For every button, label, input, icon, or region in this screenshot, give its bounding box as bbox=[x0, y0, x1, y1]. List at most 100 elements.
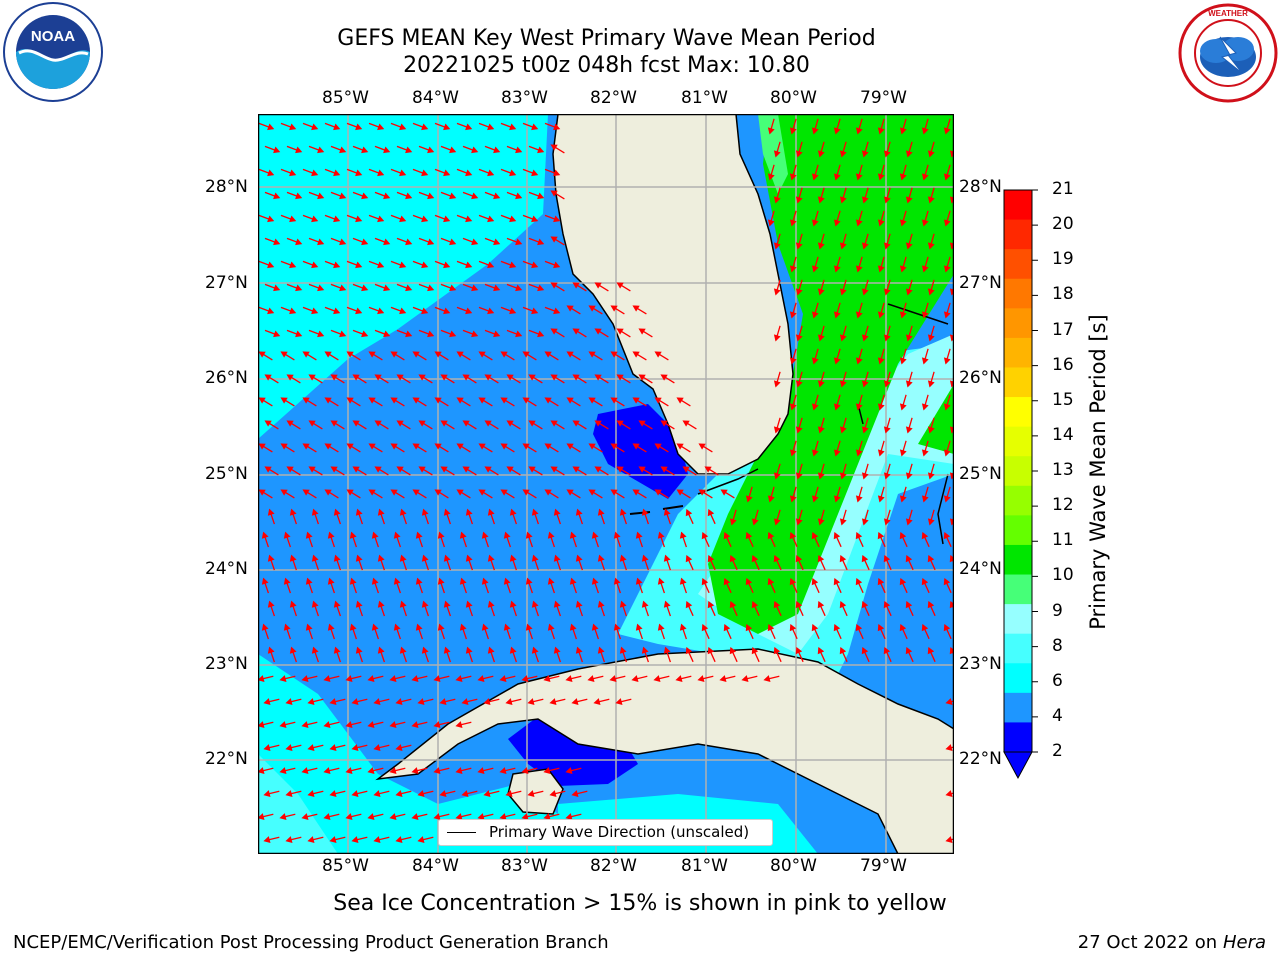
wave-arrow-head bbox=[789, 577, 797, 586]
wave-arrow-head bbox=[307, 790, 315, 798]
wave-arrow-head bbox=[905, 472, 913, 480]
wave-arrow-head bbox=[324, 443, 332, 450]
wave-arrow-head bbox=[374, 374, 382, 381]
wave-arrow-head bbox=[861, 518, 869, 526]
wave-arrow-head bbox=[811, 265, 819, 273]
wave-arrow-head bbox=[883, 600, 891, 609]
wave-arrow-head bbox=[833, 173, 841, 181]
wave-arrow-head bbox=[817, 518, 825, 526]
wave-arrow-head bbox=[899, 577, 907, 586]
wave-arrow-head bbox=[616, 282, 624, 289]
wave-arrow-head bbox=[676, 489, 684, 496]
wave-arrow-head bbox=[789, 127, 797, 135]
wave-arrow-head bbox=[707, 646, 715, 655]
wave-arrow-head bbox=[289, 261, 297, 269]
lat-label-right: 23°N bbox=[959, 654, 1002, 674]
wave-arrow-head bbox=[345, 767, 353, 775]
wave-arrow-head bbox=[311, 123, 319, 131]
wave-arrow-head bbox=[660, 466, 668, 473]
colorbar-swatch bbox=[1004, 456, 1032, 487]
wave-arrow-head bbox=[899, 403, 907, 411]
wave-arrow-head bbox=[367, 721, 375, 729]
wave-arrow-head bbox=[685, 508, 693, 517]
wave-arrow-head bbox=[594, 466, 602, 473]
colorbar-swatch bbox=[1004, 633, 1032, 664]
colorbar-tick-label: 16 bbox=[1052, 354, 1074, 375]
wave-arrow-head bbox=[883, 334, 891, 342]
wave-arrow-head bbox=[443, 600, 451, 608]
wave-arrow-head bbox=[899, 127, 907, 135]
wave-arrow-head bbox=[531, 123, 539, 131]
wave-arrow-head bbox=[811, 495, 819, 503]
wave-arrow-head bbox=[883, 426, 891, 434]
wave-arrow-head bbox=[547, 577, 555, 585]
wave-arrow-head bbox=[368, 489, 376, 496]
wave-arrow-head bbox=[632, 397, 640, 404]
wave-arrow-head bbox=[751, 518, 759, 526]
wave-arrow-head bbox=[279, 767, 287, 775]
wave-arrow-head bbox=[390, 489, 398, 496]
wave-arrow-head bbox=[905, 554, 913, 563]
lon-label-bottom: 84°W bbox=[412, 856, 459, 876]
wave-arrow-head bbox=[707, 554, 715, 563]
credit-host: Hera bbox=[1222, 932, 1266, 953]
period-field-10-11-bahamas bbox=[918, 384, 954, 454]
wave-arrow-head bbox=[285, 836, 293, 844]
wave-arrow-head bbox=[654, 443, 662, 450]
wave-arrow-head bbox=[588, 305, 596, 312]
wave-arrow-head bbox=[308, 466, 316, 473]
wave-arrow-head bbox=[263, 744, 271, 752]
wave-arrow-head bbox=[663, 508, 671, 516]
wave-arrow-head bbox=[566, 489, 574, 496]
wave-arrow-head bbox=[861, 426, 869, 434]
wave-arrow-head bbox=[443, 554, 451, 562]
colorbar-swatch bbox=[1004, 544, 1032, 576]
wave-arrow-head bbox=[641, 646, 649, 654]
wave-arrow-head bbox=[509, 123, 517, 131]
wave-arrow-head bbox=[267, 508, 275, 516]
wave-arrow-head bbox=[588, 397, 596, 404]
wave-arrow-head bbox=[767, 577, 775, 586]
wave-arrow-head bbox=[767, 531, 775, 540]
credit-branch: NCEP/EMC/Verification Post Processing Pr… bbox=[13, 932, 609, 953]
wave-arrow-head bbox=[610, 305, 618, 312]
colorbar-tick-label: 8 bbox=[1052, 635, 1063, 656]
wave-arrow-head bbox=[719, 675, 727, 683]
wave-arrow-head bbox=[773, 554, 781, 563]
colorbar-swatch bbox=[1004, 692, 1032, 723]
wave-arrow-head bbox=[327, 531, 335, 539]
wave-arrow-head bbox=[839, 600, 847, 609]
wave-arrow-head bbox=[368, 397, 376, 404]
wave-arrow-head bbox=[883, 196, 891, 204]
wave-arrow-head bbox=[861, 472, 869, 480]
wave-arrow-head bbox=[817, 196, 825, 204]
wave-arrow-head bbox=[484, 374, 492, 381]
wave-arrow-head bbox=[267, 600, 275, 608]
wave-arrow-head bbox=[525, 531, 533, 539]
wave-arrow-head bbox=[594, 420, 602, 427]
wave-arrow-head bbox=[905, 242, 913, 250]
wave-arrow-head bbox=[418, 466, 426, 473]
colorbar-swatch bbox=[1004, 219, 1032, 250]
wave-arrow-head bbox=[289, 123, 297, 131]
wave-arrow-head bbox=[839, 380, 847, 388]
wave-arrow-head bbox=[899, 173, 907, 181]
colorbar-tick-label: 17 bbox=[1052, 319, 1074, 340]
wave-arrow-head bbox=[575, 554, 583, 562]
wave-arrow-head bbox=[899, 623, 907, 632]
wave-arrow-head bbox=[421, 261, 429, 269]
lon-label-top: 80°W bbox=[770, 88, 817, 108]
wave-arrow-head bbox=[833, 623, 841, 632]
wave-arrow-head bbox=[641, 600, 649, 608]
lat-label-left: 25°N bbox=[205, 464, 248, 484]
wave-arrow-head bbox=[374, 420, 382, 427]
lon-label-top: 82°W bbox=[590, 88, 637, 108]
wave-arrow-head bbox=[613, 577, 621, 585]
wave-arrow-head bbox=[377, 508, 385, 516]
map-border bbox=[258, 114, 954, 854]
wave-arrow-head bbox=[412, 351, 420, 358]
wave-arrow-head bbox=[527, 790, 535, 798]
wave-arrow-head bbox=[943, 449, 951, 457]
wave-arrow-head bbox=[267, 646, 275, 654]
wave-arrow-head bbox=[905, 646, 913, 655]
